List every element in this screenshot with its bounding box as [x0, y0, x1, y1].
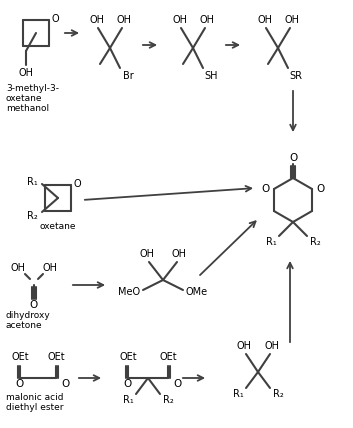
- Text: OH: OH: [264, 341, 280, 351]
- Text: OH: OH: [199, 15, 215, 25]
- Text: OH: OH: [11, 263, 25, 273]
- Text: OH: OH: [173, 15, 187, 25]
- Text: malonic acid: malonic acid: [6, 393, 64, 402]
- Text: OEt: OEt: [47, 352, 65, 362]
- Text: R₁: R₁: [26, 177, 37, 187]
- Text: R₂: R₂: [310, 237, 321, 247]
- Text: SH: SH: [204, 71, 218, 81]
- Text: OH: OH: [42, 263, 58, 273]
- Text: O: O: [289, 153, 297, 163]
- Text: R₂: R₂: [163, 395, 173, 405]
- Text: O: O: [73, 179, 81, 189]
- Text: OH: OH: [139, 249, 155, 259]
- Text: OH: OH: [18, 68, 34, 78]
- Text: OH: OH: [237, 341, 251, 351]
- Text: OMe: OMe: [186, 287, 208, 297]
- Text: dihydroxy: dihydroxy: [6, 310, 51, 319]
- Text: O: O: [316, 184, 324, 194]
- Text: Br: Br: [122, 71, 133, 81]
- Text: OEt: OEt: [159, 352, 177, 362]
- Text: 3-methyl-3-: 3-methyl-3-: [6, 83, 59, 92]
- Text: O: O: [61, 379, 69, 389]
- Text: MeO: MeO: [118, 287, 140, 297]
- Text: OH: OH: [172, 249, 186, 259]
- Text: OEt: OEt: [11, 352, 29, 362]
- Text: OH: OH: [285, 15, 299, 25]
- Text: OH: OH: [90, 15, 104, 25]
- Text: oxetane: oxetane: [6, 93, 42, 102]
- Text: diethyl ester: diethyl ester: [6, 404, 64, 413]
- Text: SR: SR: [289, 71, 303, 81]
- Text: acetone: acetone: [6, 321, 43, 330]
- Text: R₁: R₁: [265, 237, 276, 247]
- Text: R₂: R₂: [273, 389, 283, 399]
- Text: OH: OH: [116, 15, 132, 25]
- Text: R₁: R₁: [233, 389, 243, 399]
- Text: O: O: [123, 379, 131, 389]
- Text: R₁: R₁: [122, 395, 133, 405]
- Text: O: O: [15, 379, 23, 389]
- Text: oxetane: oxetane: [40, 222, 77, 231]
- Text: methanol: methanol: [6, 104, 49, 113]
- Text: OEt: OEt: [119, 352, 137, 362]
- Text: O: O: [262, 184, 270, 194]
- Text: R₂: R₂: [26, 211, 37, 221]
- Text: O: O: [51, 14, 59, 24]
- Text: OH: OH: [257, 15, 273, 25]
- Text: O: O: [173, 379, 181, 389]
- Text: O: O: [30, 300, 38, 310]
